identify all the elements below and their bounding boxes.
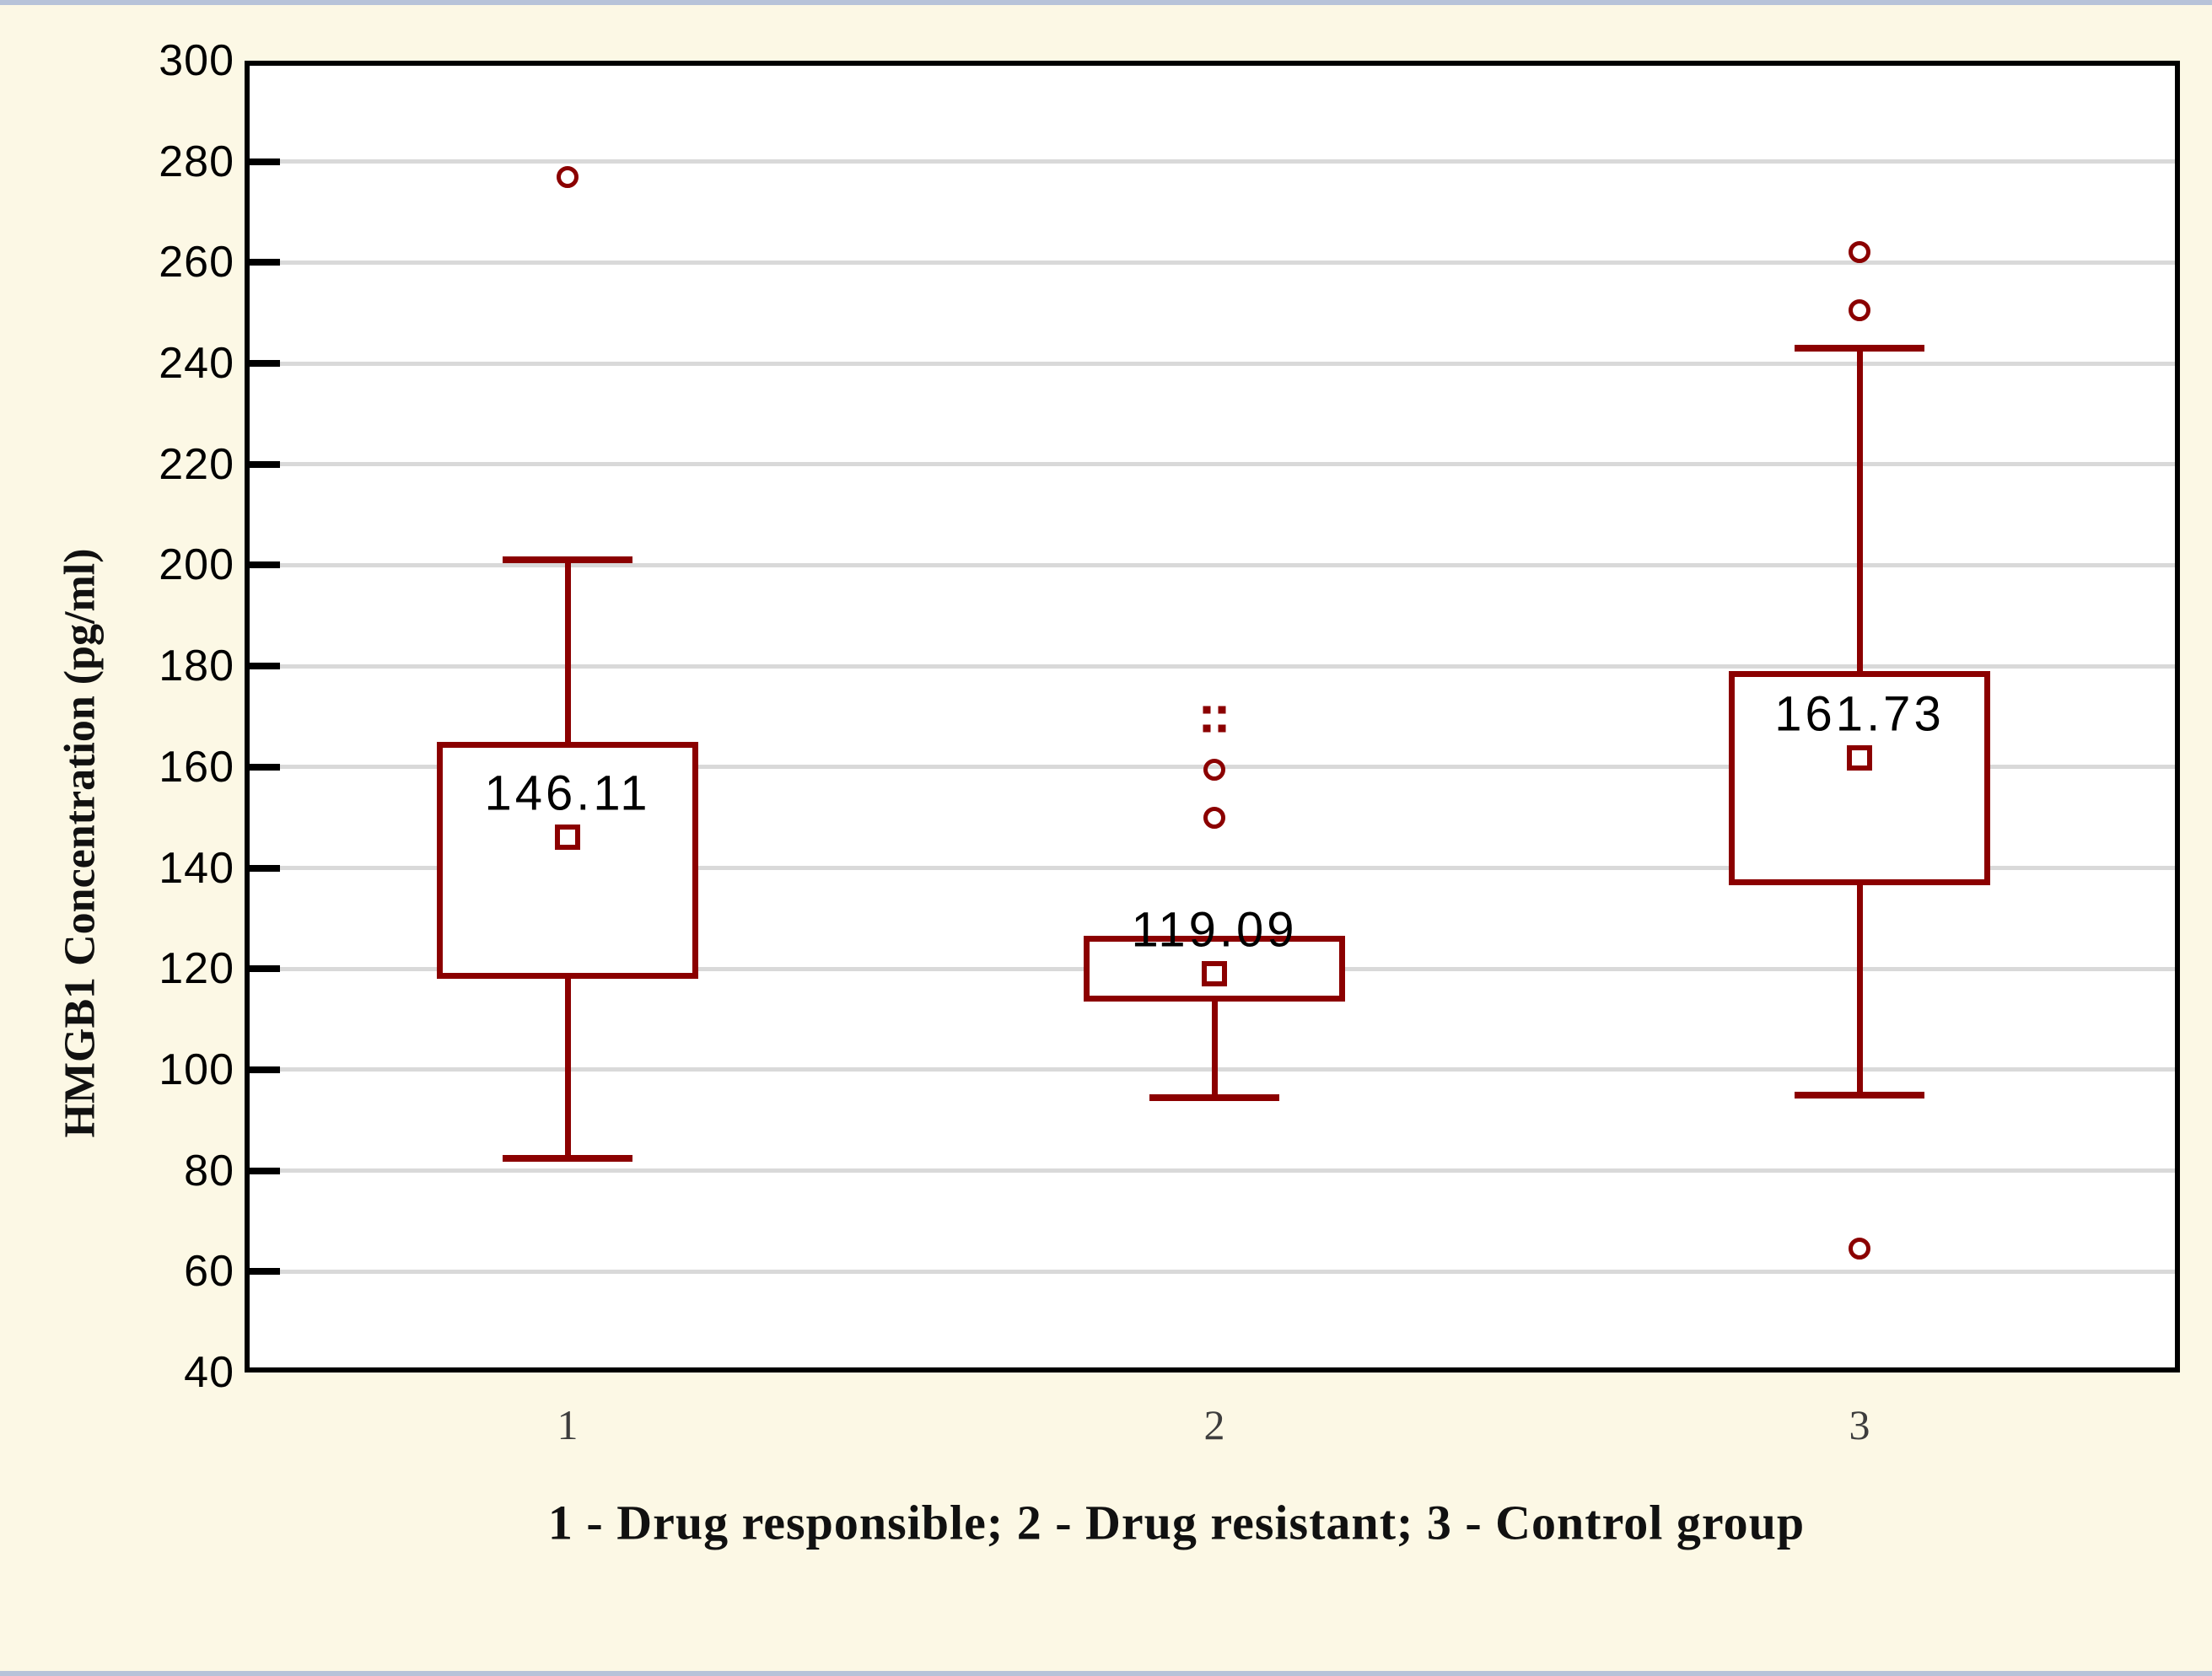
y-tick-280: [250, 158, 280, 165]
y-tick-180: [250, 663, 280, 670]
y-tick-label-160: 160: [159, 742, 234, 792]
outlier-point-group-2-1: [1203, 806, 1225, 829]
upper-whisker-group-1: [564, 560, 571, 742]
y-tick-label-220: 220: [159, 439, 234, 489]
gridline-y-80: [250, 1168, 2175, 1174]
outlier-point-group-3-2: [1849, 1238, 1870, 1260]
y-tick-100: [250, 1066, 280, 1073]
bottom-edge-artifact-strip: [0, 1671, 2212, 1676]
y-tick-240: [250, 360, 280, 368]
y-tick-label-260: 260: [159, 238, 234, 287]
iqr-box-group-1: [437, 741, 698, 980]
outlier-point-group-3-0: [1849, 241, 1870, 264]
y-tick-200: [250, 561, 280, 569]
median-marker-group-3: [1847, 745, 1872, 771]
y-tick-label-140: 140: [159, 843, 234, 893]
y-tick-label-100: 100: [159, 1045, 234, 1094]
gridline-y-240: [250, 361, 2175, 366]
upper-whisker-cap-group-1: [503, 556, 632, 564]
median-marker-group-2: [1202, 960, 1227, 986]
y-tick-60: [250, 1268, 280, 1276]
median-value-label-group-3: 161.73: [1774, 686, 1945, 742]
outlier-point-group-3-1: [1849, 299, 1870, 322]
y-tick-140: [250, 864, 280, 872]
x-category-label-2: 2: [1203, 1401, 1225, 1448]
gridline-y-280: [250, 159, 2175, 164]
lower-whisker-cap-group-1: [503, 1154, 632, 1162]
gridline-y-260: [250, 260, 2175, 265]
x-category-label-1: 1: [557, 1401, 579, 1448]
upper-whisker-group-3: [1856, 348, 1863, 672]
lower-whisker-group-1: [564, 979, 571, 1158]
outlier-point-group-2-0: [1203, 758, 1225, 781]
y-tick-260: [250, 259, 280, 266]
y-tick-label-180: 180: [159, 642, 234, 691]
gridline-y-180: [250, 663, 2175, 669]
y-tick-120: [250, 965, 280, 973]
gridline-y-200: [250, 562, 2175, 567]
lower-whisker-group-3: [1856, 885, 1863, 1095]
extreme-point-group-2-2: [1203, 724, 1211, 733]
y-tick-80: [250, 1167, 280, 1174]
iqr-box-group-3: [1729, 671, 1990, 886]
median-value-label-group-1: 146.11: [484, 765, 651, 821]
extreme-point-group-2-3: [1218, 724, 1226, 733]
y-tick-label-280: 280: [159, 137, 234, 186]
x-category-label-3: 3: [1849, 1401, 1870, 1448]
lower-whisker-group-2: [1211, 1002, 1218, 1098]
y-tick-label-200: 200: [159, 540, 234, 590]
x-axis-caption: 1 - Drug responsible; 2 - Drug resistant…: [547, 1495, 1806, 1550]
upper-whisker-cap-group-3: [1795, 345, 1924, 352]
median-marker-group-1: [555, 824, 580, 850]
y-tick-label-240: 240: [159, 339, 234, 389]
top-edge-artifact-strip: [0, 0, 2212, 5]
median-value-label-group-2: 119.09: [1131, 902, 1298, 958]
y-tick-label-60: 60: [184, 1247, 234, 1297]
y-tick-160: [250, 763, 280, 771]
extreme-point-group-2-0: [1203, 706, 1211, 714]
y-tick-label-300: 300: [159, 36, 234, 85]
lower-whisker-cap-group-3: [1795, 1091, 1924, 1099]
y-tick-label-80: 80: [184, 1146, 234, 1195]
gridline-y-60: [250, 1269, 2175, 1274]
gridline-y-140: [250, 866, 2175, 871]
y-tick-label-120: 120: [159, 944, 234, 994]
y-tick-220: [250, 460, 280, 468]
gridline-y-220: [250, 462, 2175, 467]
lower-whisker-cap-group-2: [1149, 1093, 1279, 1101]
y-tick-label-40: 40: [184, 1348, 234, 1397]
outlier-point-group-1-0: [557, 165, 579, 188]
extreme-point-group-2-1: [1218, 706, 1226, 714]
